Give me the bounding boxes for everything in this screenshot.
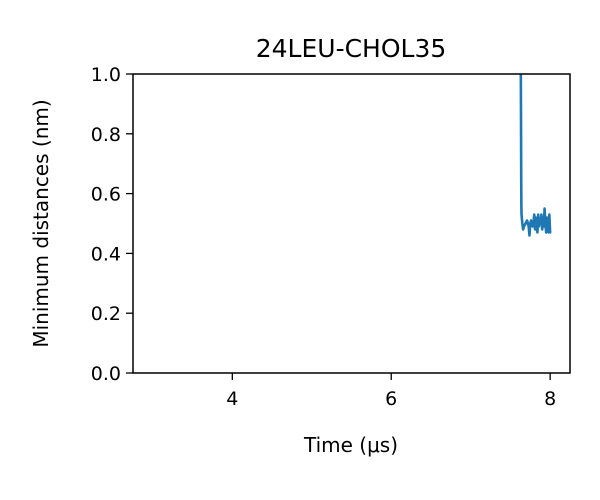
y-axis-label: Minimum distances (nm): [29, 99, 53, 347]
x-tick-label: 8: [544, 388, 556, 410]
series-line: [519, 74, 552, 237]
y-axis-ticks: 0.0 0.2 0.4 0.6 0.8 1.0: [91, 64, 133, 385]
x-axis-label: Time (μs): [303, 433, 398, 457]
plot-frame: [132, 73, 571, 374]
y-tick-label: 1.0: [91, 64, 121, 86]
x-axis-ticks: 4 6 8: [226, 373, 556, 410]
x-tick-label: 4: [226, 388, 238, 410]
y-tick-label: 0.8: [91, 124, 121, 146]
y-tick-label: 0.2: [91, 303, 121, 325]
plot-series: [519, 74, 552, 237]
y-tick-label: 0.6: [91, 184, 121, 206]
x-tick-label: 6: [385, 388, 397, 410]
chart-title: 24LEU-CHOL35: [256, 34, 447, 63]
y-tick-label: 0.4: [91, 243, 121, 265]
y-tick-label: 0.0: [91, 363, 121, 385]
